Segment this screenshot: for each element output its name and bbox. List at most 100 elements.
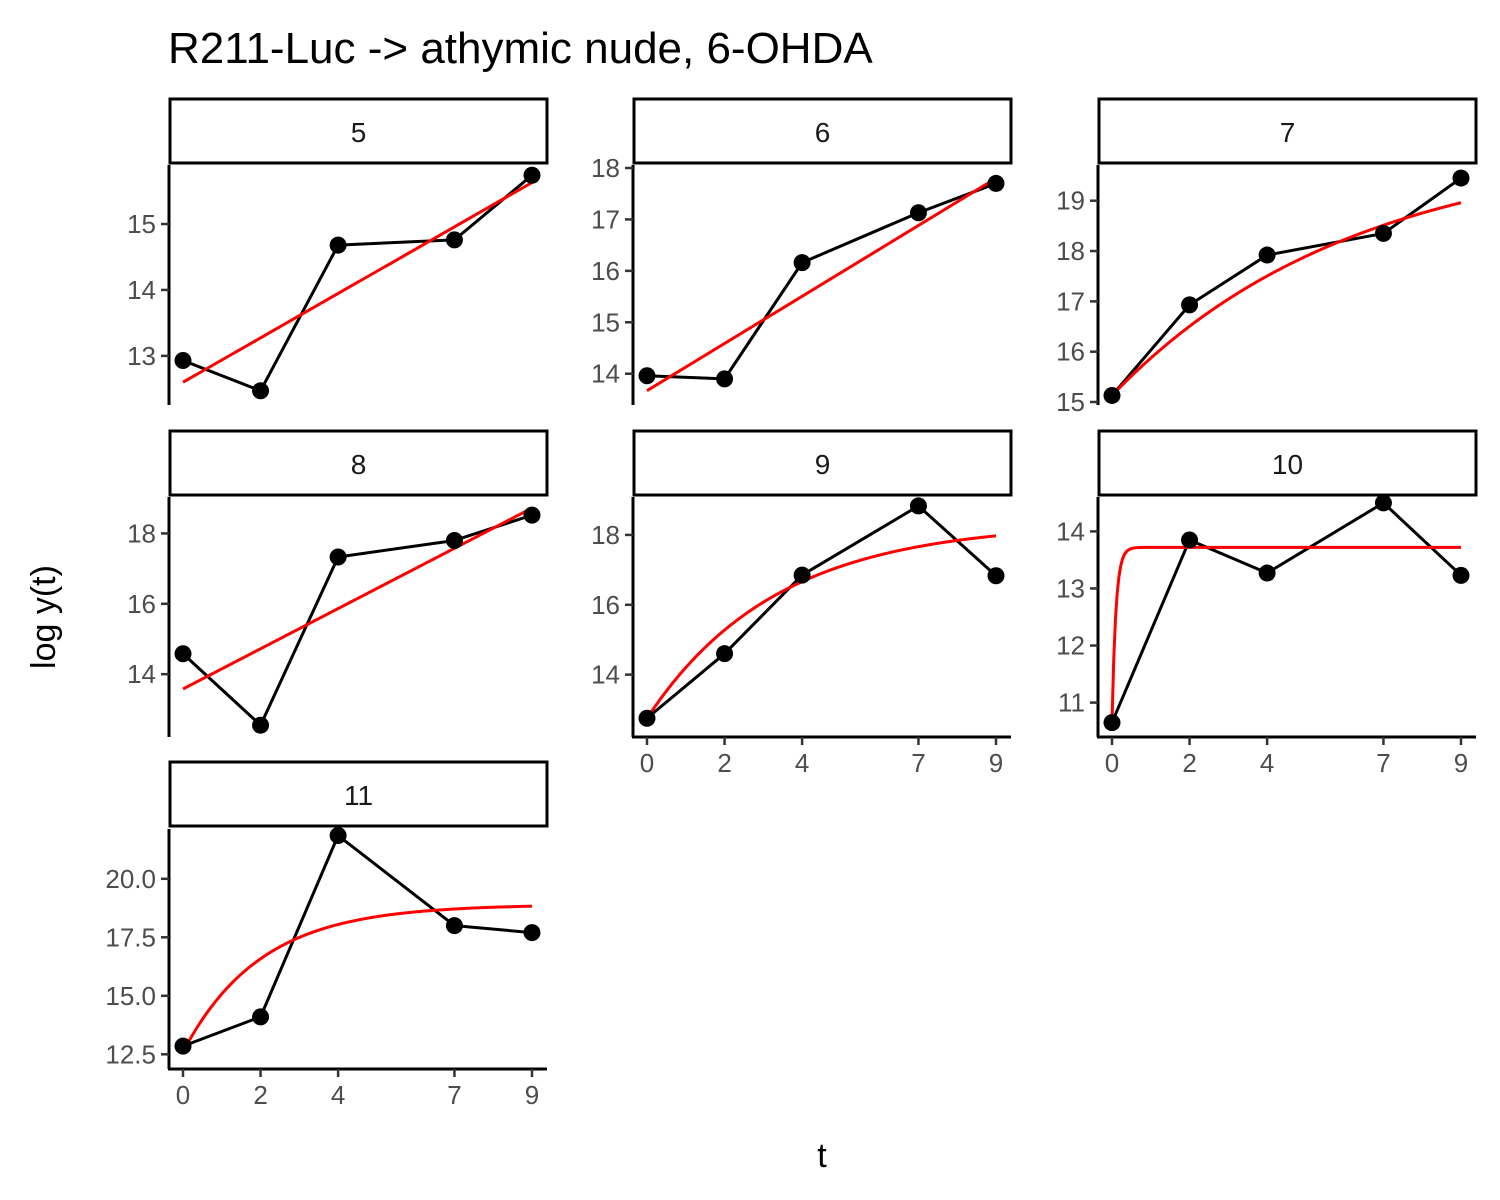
facet-strip <box>1097 429 1478 497</box>
observed-point <box>252 382 270 400</box>
chart-title: R211-Luc -> athymic nude, 6-OHDA <box>168 24 873 73</box>
x-tick-label: 4 <box>795 748 809 778</box>
observed-point <box>445 231 463 249</box>
observed-line <box>182 834 533 1048</box>
y-tick-label: 14 <box>591 359 620 389</box>
observed-point <box>1181 296 1199 314</box>
y-axis-title: log y(t) <box>25 565 63 669</box>
observed-point <box>638 367 656 385</box>
y-tick-label: 17.5 <box>105 922 156 952</box>
y-tick-label: 14 <box>127 275 156 305</box>
fit-curve <box>646 177 997 392</box>
facet-strip <box>632 97 1013 165</box>
observed-line <box>1110 176 1462 397</box>
x-tick-label: 9 <box>1454 748 1468 778</box>
observed-point <box>174 1037 192 1055</box>
x-tick-label: 2 <box>1182 748 1196 778</box>
facet-panel-8: 8 14 16 18 <box>127 429 549 737</box>
x-tick-label: 9 <box>525 1080 539 1110</box>
observed-point <box>1374 494 1392 512</box>
observed-line <box>646 182 997 381</box>
facet-panel-9: 9 14 16 18 0 2 4 7 9 <box>591 429 1013 778</box>
y-tick-label: 15.0 <box>105 981 156 1011</box>
x-tick-label: 0 <box>640 748 654 778</box>
observed-point <box>987 567 1005 585</box>
fit-curve <box>645 534 997 720</box>
observed-point <box>329 827 347 845</box>
facet-strip <box>632 429 1013 497</box>
y-tick-label: 15 <box>127 209 156 239</box>
y-tick-label: 14 <box>1056 516 1085 546</box>
observed-point <box>1452 169 1470 187</box>
y-tick-label: 15 <box>591 307 620 337</box>
observed-point <box>174 351 192 369</box>
y-tick-label: 20.0 <box>105 864 156 894</box>
x-tick-label: 2 <box>717 748 731 778</box>
observed-point <box>793 566 811 584</box>
y-tick-label: 17 <box>1056 286 1085 316</box>
facet-panel-6: 6 14 15 16 17 18 <box>591 97 1013 405</box>
observed-point <box>1258 246 1276 264</box>
x-axis-title: t <box>817 1137 827 1175</box>
y-tick-label: 11 <box>1058 688 1085 718</box>
y-tick-label: 18 <box>591 153 620 183</box>
observed-point <box>174 645 192 663</box>
y-tick-label: 16 <box>1056 337 1085 367</box>
y-tick-label: 12 <box>1056 631 1085 661</box>
x-tick-label: 2 <box>253 1080 267 1110</box>
facet-strip-label: 5 <box>351 117 367 148</box>
observed-point <box>1374 224 1392 242</box>
y-tick-label: 19 <box>1056 186 1085 216</box>
observed-point <box>793 254 811 272</box>
facet-strip-label: 9 <box>815 449 831 480</box>
observed-point <box>638 709 656 727</box>
observed-point <box>716 645 734 663</box>
y-tick-label: 18 <box>591 520 620 550</box>
fit-curve <box>182 506 533 691</box>
observed-line <box>181 513 533 727</box>
facet-strip-label: 7 <box>1280 117 1296 148</box>
facet-panel-5: 5 13 14 15 <box>127 97 549 405</box>
fit-curve <box>1110 201 1462 397</box>
observed-point <box>445 917 463 935</box>
facet-strip-label: 11 <box>344 780 373 811</box>
y-tick-label: 14 <box>591 660 620 690</box>
x-tick-label: 0 <box>1105 748 1119 778</box>
y-tick-label: 16 <box>591 256 620 286</box>
facet-strip-label: 10 <box>1272 449 1303 480</box>
facet-strip <box>1097 97 1478 165</box>
observed-point <box>987 174 1005 192</box>
fit-curve <box>182 181 533 384</box>
x-tick-label: 7 <box>911 748 925 778</box>
observed-point <box>1181 531 1199 549</box>
y-tick-label: 16 <box>591 590 620 620</box>
observed-point <box>329 548 347 566</box>
y-tick-label: 12.5 <box>105 1039 156 1069</box>
observed-point <box>252 1008 270 1026</box>
y-tick-label: 18 <box>1056 236 1085 266</box>
y-tick-label: 17 <box>591 204 620 234</box>
observed-point <box>523 506 541 524</box>
observed-point <box>1103 386 1121 404</box>
facet-strip <box>168 97 549 165</box>
facet-panel-10: 10 11 12 13 14 0 2 4 7 9 <box>1056 429 1478 778</box>
fit-curve <box>181 904 533 1053</box>
y-tick-label: 13 <box>127 341 156 371</box>
observed-point <box>523 166 541 184</box>
facet-panel-11: 11 12.5 15.0 17.5 20.0 0 2 4 7 9 <box>105 760 549 1110</box>
fit-curve <box>1110 545 1461 723</box>
y-tick-label: 13 <box>1056 573 1085 603</box>
y-tick-label: 14 <box>127 659 156 689</box>
facet-strip <box>168 760 549 828</box>
observed-point <box>252 716 270 734</box>
observed-point <box>523 924 541 942</box>
observed-point <box>909 497 927 515</box>
x-tick-label: 9 <box>989 748 1003 778</box>
facet-strip <box>168 429 549 497</box>
observed-point <box>1258 564 1276 582</box>
x-tick-label: 4 <box>331 1080 345 1110</box>
x-tick-label: 4 <box>1260 748 1274 778</box>
facet-strip-label: 8 <box>351 449 367 480</box>
observed-line <box>1110 501 1463 724</box>
